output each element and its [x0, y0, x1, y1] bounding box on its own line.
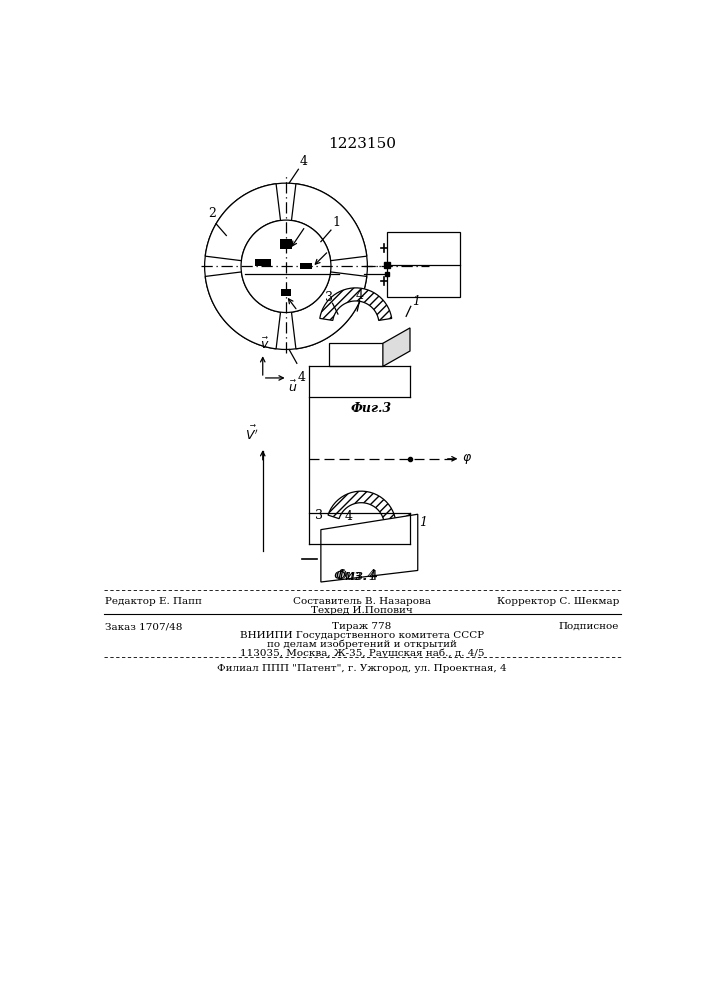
Text: по делам изобретений и открытий: по делам изобретений и открытий	[267, 640, 457, 649]
Text: 1: 1	[332, 216, 341, 229]
Ellipse shape	[204, 183, 368, 349]
Bar	[280, 239, 292, 249]
Text: 113035, Москва, Ж-35, Раушская наб., д. 4/5: 113035, Москва, Ж-35, Раушская наб., д. …	[240, 648, 484, 658]
Text: $\it{Физ.4}$: $\it{Физ.4}$	[333, 569, 378, 583]
Ellipse shape	[241, 220, 331, 312]
Bar	[255, 259, 271, 266]
Polygon shape	[329, 343, 383, 366]
Bar	[281, 289, 291, 296]
Text: 2: 2	[209, 207, 216, 220]
Text: $\vec{u}$: $\vec{u}$	[288, 379, 298, 395]
Polygon shape	[321, 514, 418, 582]
Text: Тираж 778: Тираж 778	[332, 622, 392, 631]
Text: ВНИИПИ Государственного комитета СССР: ВНИИПИ Государственного комитета СССР	[240, 631, 484, 640]
Polygon shape	[291, 184, 367, 261]
Text: 1223150: 1223150	[328, 137, 396, 151]
Text: $\vec{v}$: $\vec{v}$	[259, 337, 269, 352]
Text: Заказ 1707/48: Заказ 1707/48	[105, 622, 183, 631]
Bar	[300, 263, 312, 269]
Text: 4: 4	[344, 510, 352, 523]
Text: $\varphi$: $\varphi$	[462, 452, 472, 466]
Text: Корректор С. Шекмар: Корректор С. Шекмар	[497, 597, 619, 606]
Polygon shape	[328, 491, 396, 536]
Text: $\vec{V'}$: $\vec{V'}$	[245, 425, 259, 443]
Polygon shape	[205, 272, 281, 349]
Text: Подписное: Подписное	[559, 622, 619, 631]
Text: Фиг.3: Фиг.3	[351, 402, 392, 415]
Text: 4: 4	[299, 155, 307, 168]
Text: Составитель В. Назарова: Составитель В. Назарова	[293, 597, 431, 606]
Polygon shape	[320, 288, 392, 320]
Text: Редактор Е. Папп: Редактор Е. Папп	[105, 597, 202, 606]
Polygon shape	[205, 184, 281, 261]
Polygon shape	[325, 530, 383, 544]
Text: Техред И.Попович: Техред И.Попович	[311, 606, 413, 615]
Polygon shape	[383, 514, 410, 544]
Polygon shape	[291, 272, 367, 349]
Text: Физ.4: Физ.4	[335, 569, 376, 583]
Bar	[387, 232, 460, 297]
Polygon shape	[383, 328, 410, 366]
Text: 4: 4	[298, 371, 305, 384]
Text: 1: 1	[419, 516, 427, 529]
Text: 3: 3	[315, 509, 323, 522]
Text: Филиал ППП "Патент", г. Ужгород, ул. Проектная, 4: Филиал ППП "Патент", г. Ужгород, ул. Про…	[217, 664, 507, 673]
Text: 4: 4	[356, 289, 363, 302]
Text: 1: 1	[412, 295, 421, 308]
Text: 3: 3	[325, 291, 333, 304]
